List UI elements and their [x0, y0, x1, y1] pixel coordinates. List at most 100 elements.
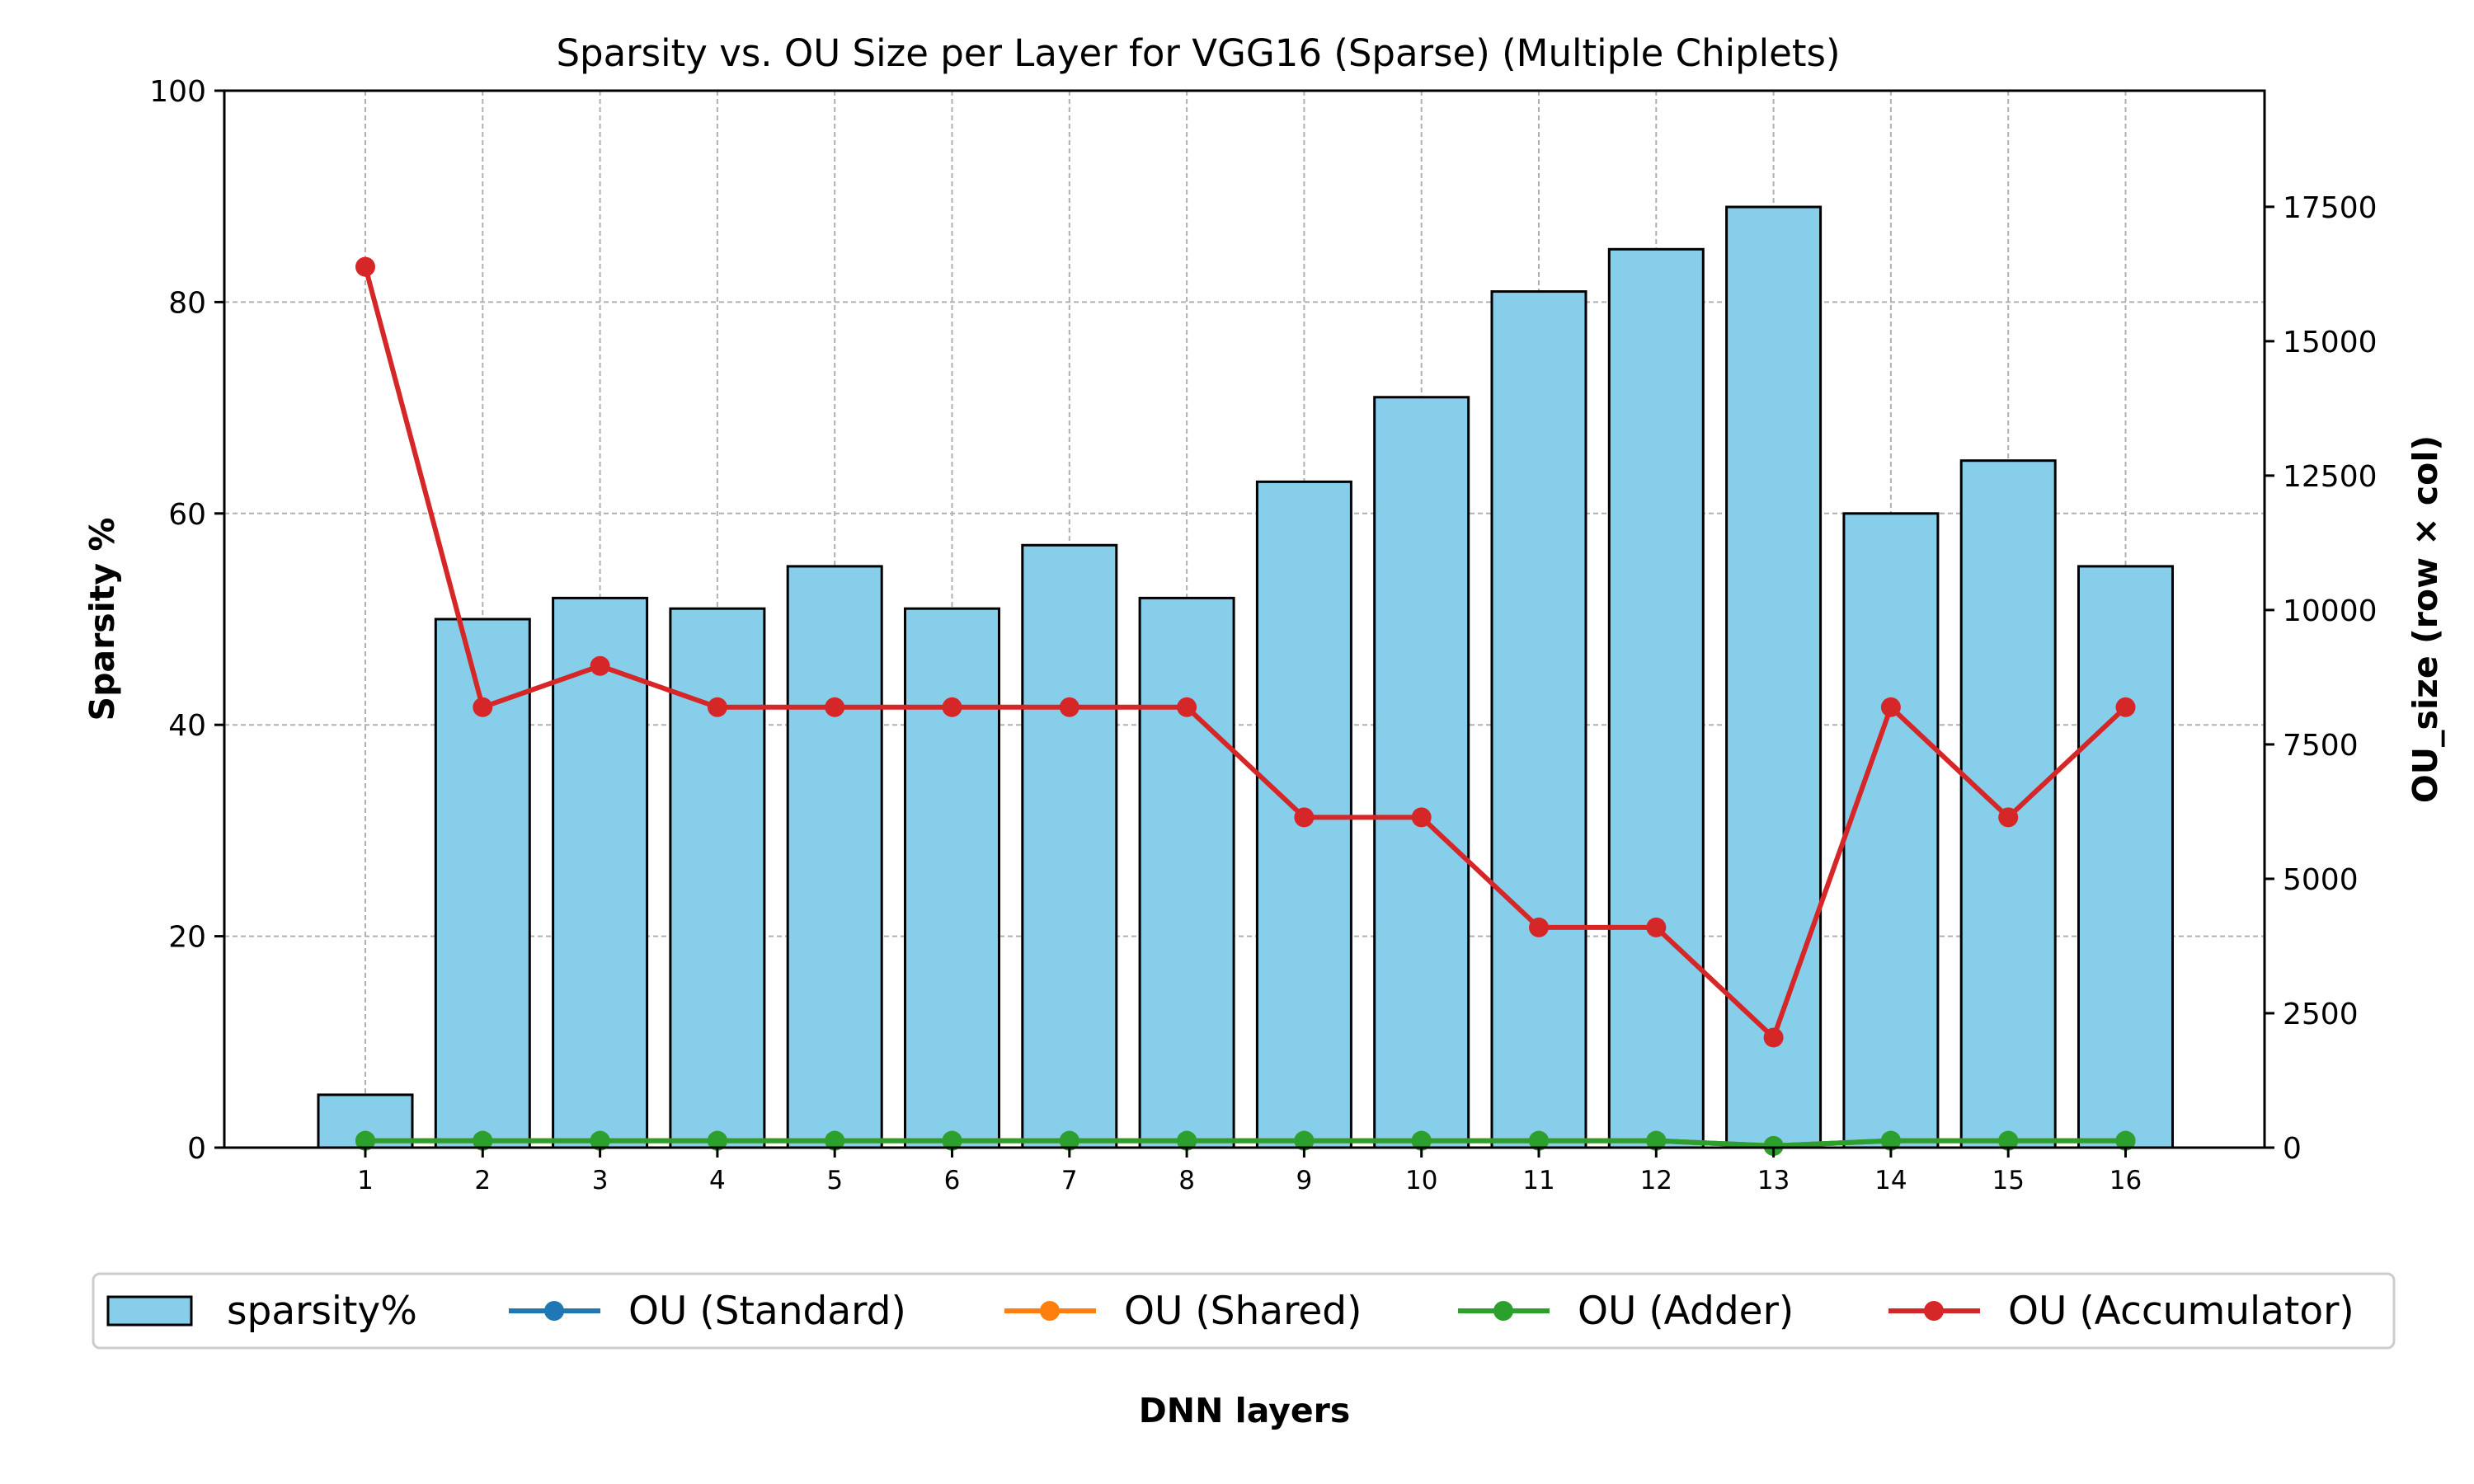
series-point — [1294, 807, 1315, 828]
legend: sparsity% OU (Standard) OU (Shared) OU (Add… — [92, 1272, 2396, 1350]
x-tick-label: 8 — [1178, 1166, 1195, 1195]
bar — [904, 607, 1000, 1149]
bar — [1607, 247, 1705, 1149]
series-point — [707, 1130, 727, 1151]
bar — [1959, 459, 2057, 1149]
legend-label: OU (Adder) — [1578, 1289, 1794, 1334]
series-point — [1998, 807, 2019, 828]
series-point — [2115, 697, 2136, 717]
series-point — [825, 1130, 845, 1151]
series-point — [1880, 697, 1901, 717]
series-point — [1411, 807, 1432, 828]
series-point — [1880, 1130, 1901, 1151]
bars — [317, 205, 2174, 1149]
series-point — [942, 1130, 962, 1151]
series-point — [1646, 1130, 1667, 1151]
legend-label: OU (Standard) — [628, 1289, 906, 1334]
series-point — [1294, 1130, 1315, 1151]
legend-label: sparsity% — [227, 1289, 417, 1334]
series-point — [590, 655, 610, 676]
legend-marker — [1040, 1301, 1060, 1321]
series-point — [473, 697, 493, 717]
legend-label: OU (Shared) — [1124, 1289, 1362, 1334]
series-point — [1998, 1130, 2019, 1151]
x-tick-label: 5 — [826, 1166, 843, 1195]
y-axis-right: 0 2500 5000 7500 10000 12500 15000 17500 — [2265, 191, 2378, 1166]
y2-tick-label: 12500 — [2283, 460, 2378, 494]
bar — [1842, 512, 1940, 1149]
bar — [1138, 596, 1235, 1149]
x-tick-label: 2 — [474, 1166, 491, 1195]
lines — [355, 256, 2136, 1156]
y-tick-label: 0 — [187, 1132, 206, 1166]
x-tick-label: 9 — [1296, 1166, 1313, 1195]
legend-marker — [1924, 1301, 1944, 1321]
bar — [1373, 396, 1470, 1149]
series-point — [355, 256, 375, 277]
bar — [669, 607, 766, 1149]
y-tick-label: 20 — [168, 921, 206, 955]
y2-tick-label: 0 — [2283, 1132, 2302, 1166]
series-point — [2115, 1130, 2136, 1151]
series-line — [365, 1138, 2126, 1148]
x-tick-label: 16 — [2109, 1166, 2142, 1195]
series-point — [1529, 1130, 1549, 1151]
x-axis-label: DNN layers — [1139, 1391, 1351, 1430]
series-point — [1059, 1130, 1079, 1151]
series-point — [590, 1130, 610, 1151]
y-tick-label: 60 — [168, 498, 206, 532]
x-tick-label: 10 — [1405, 1166, 1437, 1195]
y2-axis-label: OU_size (row × col) — [2406, 435, 2445, 803]
y-tick-label: 40 — [168, 709, 206, 743]
bar — [786, 565, 883, 1149]
legend-marker — [544, 1301, 564, 1321]
series-point — [1411, 1130, 1432, 1151]
series-point — [942, 697, 962, 717]
series-line — [363, 265, 2128, 1040]
x-tick-label: 13 — [1757, 1166, 1790, 1195]
legend-marker — [1493, 1301, 1513, 1321]
y2-tick-label: 5000 — [2283, 863, 2359, 897]
y2-tick-label: 10000 — [2283, 594, 2378, 628]
bar — [2077, 565, 2174, 1149]
x-tick-label: 11 — [1522, 1166, 1554, 1195]
series-point — [1763, 1135, 1784, 1156]
x-tick-label: 6 — [944, 1166, 961, 1195]
bar — [552, 596, 649, 1149]
series-point — [355, 1130, 375, 1151]
chart-title: Sparsity vs. OU Size per Layer for VGG16… — [556, 31, 1840, 75]
x-tick-label: 12 — [1640, 1166, 1672, 1195]
series-point — [473, 1130, 493, 1151]
bar — [1490, 290, 1587, 1149]
legend-swatch — [106, 1295, 193, 1327]
y-axis-label: Sparsity % — [82, 518, 122, 721]
x-tick-label: 15 — [1992, 1166, 2024, 1195]
series-point — [1529, 917, 1549, 937]
x-tick-label: 1 — [357, 1166, 374, 1195]
y-tick-label: 80 — [168, 286, 206, 320]
series-point — [825, 697, 845, 717]
y2-tick-label: 15000 — [2283, 326, 2378, 359]
series-point — [1646, 917, 1667, 937]
x-tick-label: 14 — [1874, 1166, 1907, 1195]
series-point — [1177, 697, 1197, 717]
y2-tick-label: 7500 — [2283, 729, 2359, 763]
y2-tick-label: 17500 — [2283, 191, 2378, 225]
x-axis: 1 2 3 4 5 6 7 8 9 10 11 12 13 14 15 16 — [357, 1148, 2142, 1195]
y-axis-left: 0 20 40 60 80 100 — [149, 75, 224, 1166]
series-point — [1059, 697, 1079, 717]
y-tick-label: 100 — [149, 75, 206, 109]
x-tick-label: 4 — [709, 1166, 726, 1195]
series-point — [1177, 1130, 1197, 1151]
y2-tick-label: 2500 — [2283, 998, 2359, 1031]
bar — [1021, 543, 1118, 1149]
x-tick-label: 7 — [1061, 1166, 1078, 1195]
plot-frame — [223, 89, 2266, 1149]
series-point — [1763, 1027, 1784, 1048]
legend-box — [92, 1272, 2396, 1350]
x-tick-label: 3 — [592, 1166, 609, 1195]
series-point — [707, 697, 727, 717]
legend-label: OU (Accumulator) — [2008, 1289, 2354, 1334]
